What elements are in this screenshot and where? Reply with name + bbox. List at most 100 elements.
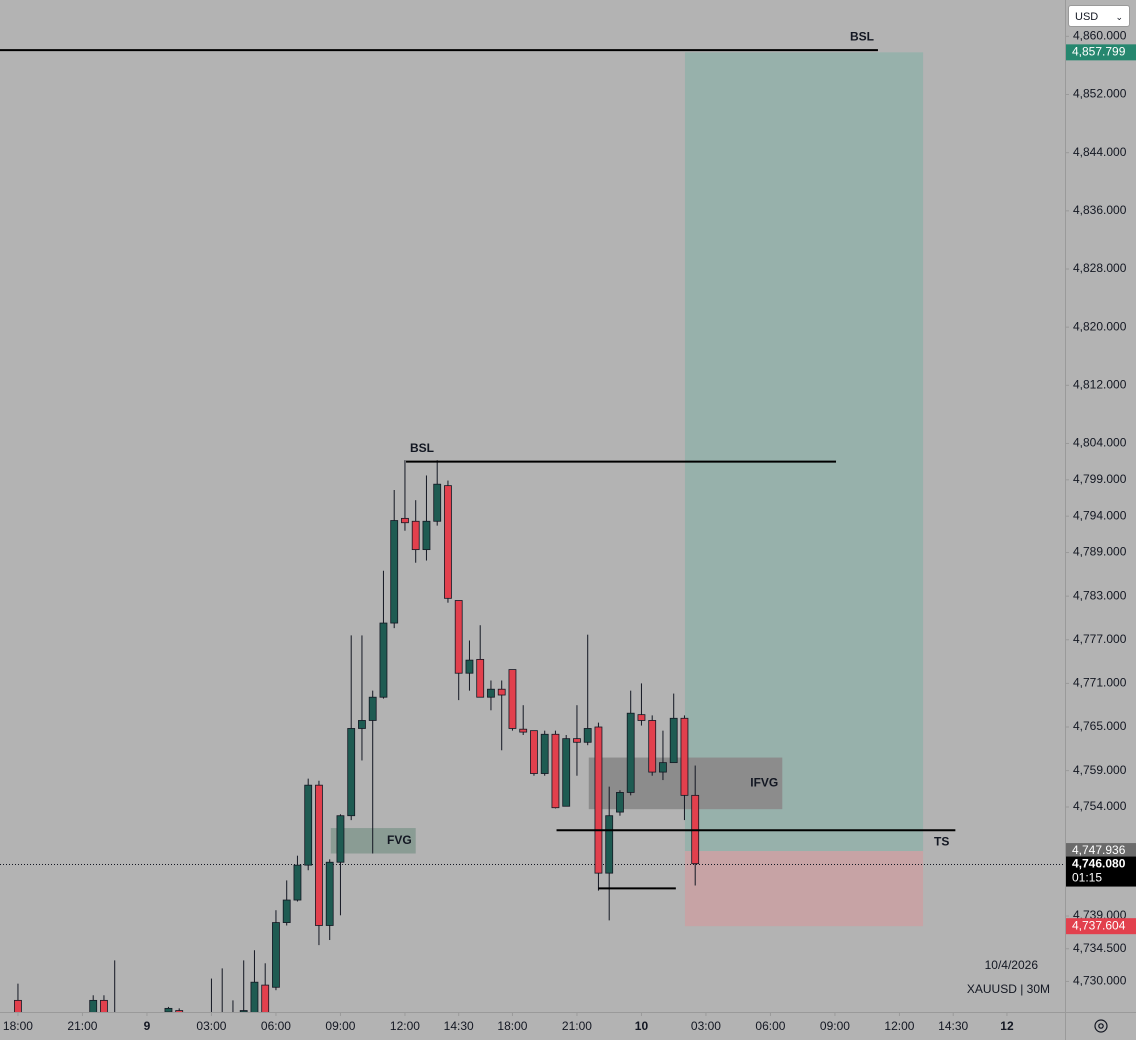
candle-body [229, 1014, 236, 1018]
candle-body [519, 728, 528, 733]
candle-body [551, 733, 560, 809]
x-tick-label: 03:00 [196, 1019, 226, 1033]
candle-body [454, 600, 463, 674]
candle-body [476, 658, 485, 698]
x-tick-label: 18:00 [3, 1019, 33, 1033]
candle-body [272, 922, 280, 988]
caret: ⌄ [1115, 12, 1123, 22]
y-tick-label: 4,759.000 [1073, 763, 1127, 777]
x-tick-label: 12 [1000, 1019, 1014, 1033]
x-tick-label: 14:30 [938, 1019, 968, 1033]
candle-body [540, 733, 549, 774]
candle-body [508, 669, 517, 729]
candle-body [637, 714, 646, 721]
candle-body [336, 815, 345, 863]
candle-body [175, 1010, 184, 1012]
y-tick-label: 4,804.000 [1073, 436, 1127, 450]
candle-body [583, 728, 592, 743]
candle-body [573, 738, 581, 743]
y-tick-label: 4,734.500 [1073, 941, 1127, 955]
y-tick-label: 4,860.000 [1073, 29, 1127, 43]
candle-body [487, 688, 495, 698]
level-label: TS [934, 834, 949, 848]
x-tick-label: 21:00 [562, 1019, 592, 1033]
candle-body [401, 517, 409, 524]
candle-body [293, 864, 302, 901]
x-tick-label: 10 [635, 1019, 649, 1033]
countdown: 01:15 [1072, 871, 1102, 885]
candle-body [14, 999, 22, 1012]
price-label-bg [1066, 918, 1136, 935]
candle-body [669, 717, 678, 764]
symbol-label: XAUUSD | 30M [967, 982, 1050, 996]
candle-body [325, 861, 334, 926]
currency: USD [1075, 11, 1099, 23]
candle-body [444, 485, 452, 599]
current-price-label: 4,746.080 [1072, 857, 1126, 871]
y-tick-label: 4,771.000 [1073, 676, 1127, 690]
price-label-bg [1066, 843, 1136, 860]
plot-area: FVG IFVG BSL BSL TS [0, 29, 1065, 1018]
x-tick-label: 21:00 [67, 1019, 97, 1033]
candle-body [282, 899, 291, 923]
settings-icon[interactable] [1094, 1019, 1108, 1033]
x-tick-label: 09:00 [820, 1019, 850, 1033]
currency-select[interactable]: USD ⌄ [1068, 5, 1130, 27]
candle-body [239, 1010, 248, 1012]
price-label: 4,857.799 [1072, 45, 1126, 59]
y-tick-label: 4,789.000 [1073, 545, 1127, 559]
x-tick-label: 18:00 [497, 1019, 527, 1033]
axes: 4,860.000 4,852.000 4,844.000 4,836.000 4,82… [3, 29, 1136, 1033]
y-tick-label: 4,794.000 [1073, 508, 1127, 522]
y-tick-label: 4,820.000 [1073, 319, 1127, 333]
x-tick-label: 14:30 [444, 1019, 474, 1033]
y-tick-label: 4,828.000 [1073, 261, 1127, 275]
candle-body [411, 520, 420, 551]
y-tick-label: 4,844.000 [1073, 145, 1127, 159]
candle-body [626, 712, 635, 793]
candle-body [562, 738, 571, 807]
candle-body [605, 815, 614, 874]
y-tick-label: 4,730.000 [1073, 974, 1127, 988]
candle-body [422, 520, 431, 551]
candle-body [315, 784, 323, 926]
y-tick-label: 4,799.000 [1073, 472, 1127, 486]
zone [330, 828, 416, 854]
candle-body [648, 720, 657, 773]
x-tick-label: 06:00 [755, 1019, 785, 1033]
x-tick-label: 09:00 [325, 1019, 355, 1033]
position-profit [684, 52, 924, 852]
price-label: 4,737.604 [1072, 918, 1126, 932]
level-label: BSL [410, 441, 434, 455]
candle-body [616, 792, 624, 813]
candle-body [390, 520, 399, 624]
y-tick-label: 4,852.000 [1073, 87, 1127, 101]
y-tick-label: 4,812.000 [1073, 377, 1127, 391]
candle-body [358, 720, 366, 729]
candle-body [530, 730, 538, 774]
x-tick-label: 12:00 [884, 1019, 914, 1033]
candle-body [680, 717, 689, 796]
x-tick-label: 12:00 [390, 1019, 420, 1033]
y-tick-label: 4,765.000 [1073, 719, 1127, 733]
candle-body [111, 1014, 118, 1018]
candle-body [261, 984, 270, 1012]
candle-body [164, 1007, 173, 1012]
candle-body [465, 659, 474, 674]
candle-body [497, 688, 506, 696]
price-label-bg [1066, 44, 1136, 61]
candle-body [433, 483, 442, 522]
zone-label: FVG [387, 833, 412, 847]
zone-label: IFVG [750, 776, 778, 790]
candle-body [368, 696, 377, 721]
candle-body [659, 762, 667, 773]
x-tick-label: 9 [144, 1019, 151, 1033]
price-label: 4,747.936 [1072, 843, 1126, 857]
candle-body [379, 622, 388, 698]
level-label: BSL [850, 29, 874, 43]
x-tick-label: 06:00 [261, 1019, 291, 1033]
position-loss [684, 851, 924, 927]
y-tick-label: 4,754.000 [1073, 799, 1127, 813]
